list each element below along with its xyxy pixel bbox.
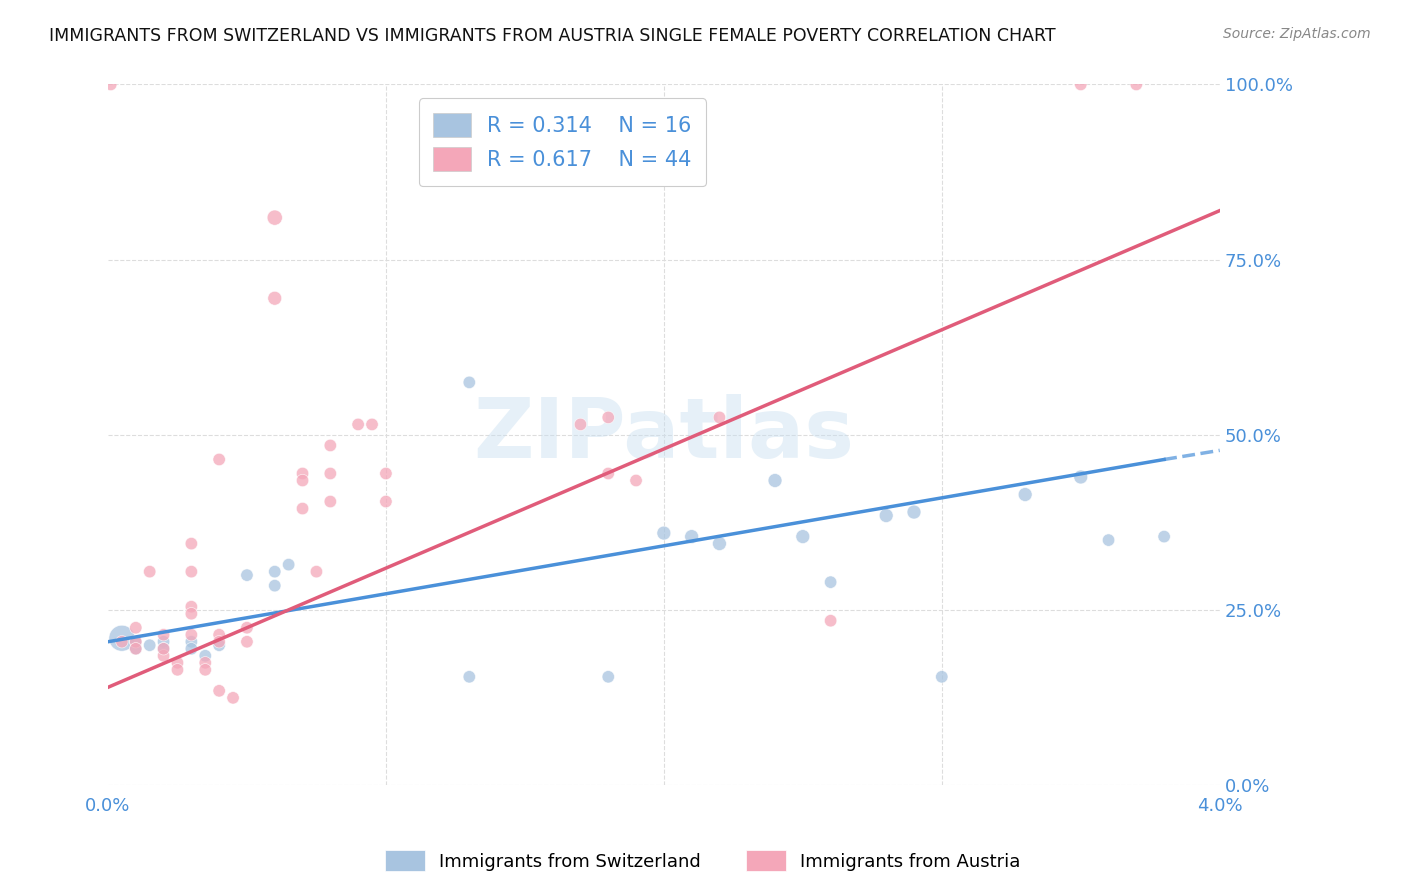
Text: ZIPatlas: ZIPatlas	[474, 394, 855, 475]
Point	[180, 599, 202, 614]
Point	[236, 568, 259, 582]
Point	[111, 634, 134, 648]
Legend: R = 0.314    N = 16, R = 0.617    N = 44: R = 0.314 N = 16, R = 0.617 N = 44	[419, 98, 706, 186]
Point	[792, 530, 814, 544]
Point	[125, 641, 148, 656]
Point	[125, 621, 148, 635]
Point	[277, 558, 299, 572]
Text: Source: ZipAtlas.com: Source: ZipAtlas.com	[1223, 27, 1371, 41]
Point	[652, 526, 675, 541]
Point	[208, 634, 231, 648]
Point	[374, 467, 396, 481]
Point	[194, 648, 217, 663]
Point	[208, 683, 231, 698]
Point	[598, 467, 620, 481]
Point	[709, 410, 731, 425]
Point	[291, 467, 314, 481]
Point	[458, 670, 481, 684]
Legend: Immigrants from Switzerland, Immigrants from Austria: Immigrants from Switzerland, Immigrants …	[378, 843, 1028, 879]
Point	[1014, 487, 1036, 501]
Point	[1125, 78, 1147, 92]
Point	[208, 628, 231, 642]
Point	[1070, 470, 1092, 484]
Point	[180, 536, 202, 550]
Point	[820, 575, 842, 590]
Point	[208, 638, 231, 652]
Point	[263, 211, 285, 225]
Point	[1097, 533, 1119, 547]
Point	[347, 417, 370, 432]
Point	[180, 565, 202, 579]
Point	[1153, 530, 1175, 544]
Point	[152, 648, 174, 663]
Point	[152, 641, 174, 656]
Point	[681, 530, 703, 544]
Point	[194, 663, 217, 677]
Point	[263, 291, 285, 305]
Point	[125, 634, 148, 648]
Point	[125, 634, 148, 648]
Point	[319, 467, 342, 481]
Point	[263, 579, 285, 593]
Point	[180, 607, 202, 621]
Point	[374, 494, 396, 508]
Point	[1070, 78, 1092, 92]
Point	[180, 641, 202, 656]
Point	[236, 634, 259, 648]
Point	[709, 536, 731, 550]
Point	[138, 565, 160, 579]
Point	[100, 78, 122, 92]
Point	[263, 565, 285, 579]
Point	[458, 376, 481, 390]
Point	[291, 501, 314, 516]
Point	[194, 656, 217, 670]
Point	[152, 628, 174, 642]
Point	[569, 417, 592, 432]
Point	[180, 634, 202, 648]
Point	[208, 452, 231, 467]
Point	[138, 638, 160, 652]
Point	[319, 438, 342, 452]
Point	[125, 641, 148, 656]
Text: IMMIGRANTS FROM SWITZERLAND VS IMMIGRANTS FROM AUSTRIA SINGLE FEMALE POVERTY COR: IMMIGRANTS FROM SWITZERLAND VS IMMIGRANT…	[49, 27, 1056, 45]
Point	[166, 663, 188, 677]
Point	[305, 565, 328, 579]
Point	[598, 670, 620, 684]
Point	[319, 494, 342, 508]
Point	[152, 634, 174, 648]
Point	[820, 614, 842, 628]
Point	[361, 417, 384, 432]
Point	[166, 656, 188, 670]
Point	[222, 690, 245, 705]
Point	[763, 474, 786, 488]
Point	[236, 621, 259, 635]
Point	[931, 670, 953, 684]
Point	[180, 628, 202, 642]
Point	[903, 505, 925, 519]
Point	[598, 410, 620, 425]
Point	[111, 632, 134, 646]
Point	[875, 508, 897, 523]
Point	[624, 474, 647, 488]
Point	[291, 474, 314, 488]
Point	[152, 641, 174, 656]
